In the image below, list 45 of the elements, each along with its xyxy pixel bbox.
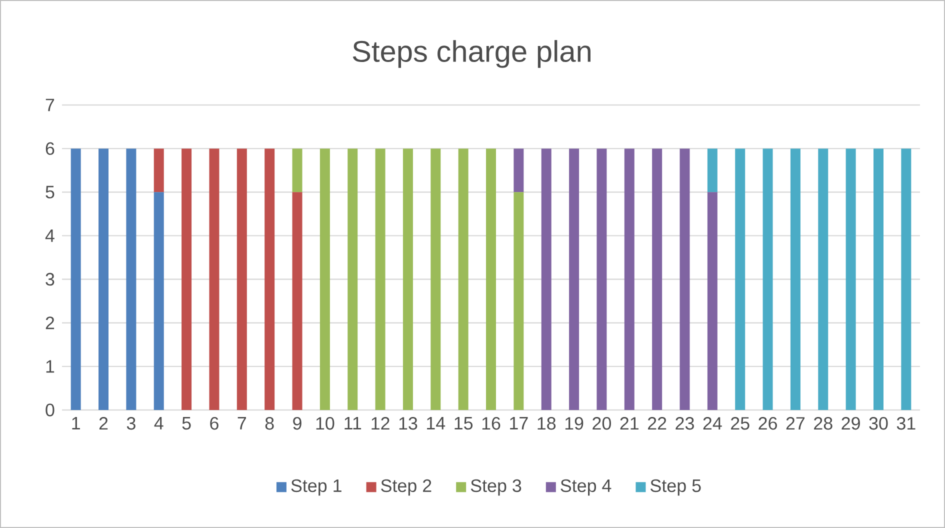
x-tick-label: 22 — [648, 417, 666, 430]
x-tick-label: 18 — [538, 417, 556, 430]
legend-label: Step 4 — [560, 479, 612, 496]
x-tick-label: 17 — [510, 417, 528, 430]
x-tick-label: 4 — [154, 417, 164, 430]
y-tick-label: 7 — [46, 98, 54, 112]
x-tick-label: 10 — [316, 417, 334, 430]
x-tick-label: 28 — [814, 417, 832, 430]
y-tick-label: 6 — [46, 142, 54, 155]
legend-label: Step 1 — [291, 479, 342, 496]
x-tick-label: 26 — [758, 417, 777, 430]
x-tick-label: 13 — [399, 417, 418, 430]
x-tick-label: 31 — [896, 417, 916, 430]
x-tick-label: 16 — [482, 417, 500, 430]
x-tick-label: 2 — [99, 417, 108, 430]
legend-label: Step 5 — [650, 479, 701, 496]
x-tick-label: 29 — [842, 417, 860, 430]
x-tick-label: 11 — [344, 417, 362, 430]
x-tick-label: 20 — [592, 417, 611, 430]
y-tick-label: 5 — [46, 186, 54, 198]
chart-title: Steps charge plan — [352, 40, 590, 68]
x-tick-label: 8 — [265, 417, 274, 430]
y-tick-label: 3 — [46, 272, 54, 286]
x-tick-label: 14 — [427, 417, 446, 430]
x-tick-label: 21 — [620, 417, 638, 430]
x-tick-label: 12 — [372, 417, 390, 430]
x-tick-label: 27 — [786, 417, 805, 430]
legend-label: Step 2 — [381, 479, 432, 496]
x-tick-label: 1 — [72, 417, 80, 430]
y-tick-label: 2 — [46, 316, 54, 330]
x-tick-label: 7 — [238, 417, 246, 430]
x-tick-label: 23 — [676, 417, 694, 430]
x-tick-label: 9 — [293, 417, 302, 430]
x-tick-label: 24 — [703, 417, 722, 430]
x-tick-label: 30 — [869, 417, 888, 430]
x-tick-label: 15 — [454, 417, 473, 430]
x-tick-label: 3 — [126, 417, 136, 430]
x-tick-label: 19 — [565, 417, 584, 430]
x-tick-label: 25 — [731, 417, 750, 430]
x-tick-label: 5 — [182, 417, 191, 430]
legend-label: Step 3 — [470, 479, 522, 496]
y-tick-label: 4 — [45, 230, 54, 242]
y-tick-label: 1 — [46, 360, 54, 373]
y-tick-label: 0 — [46, 404, 54, 416]
x-tick-label: 6 — [210, 417, 218, 430]
